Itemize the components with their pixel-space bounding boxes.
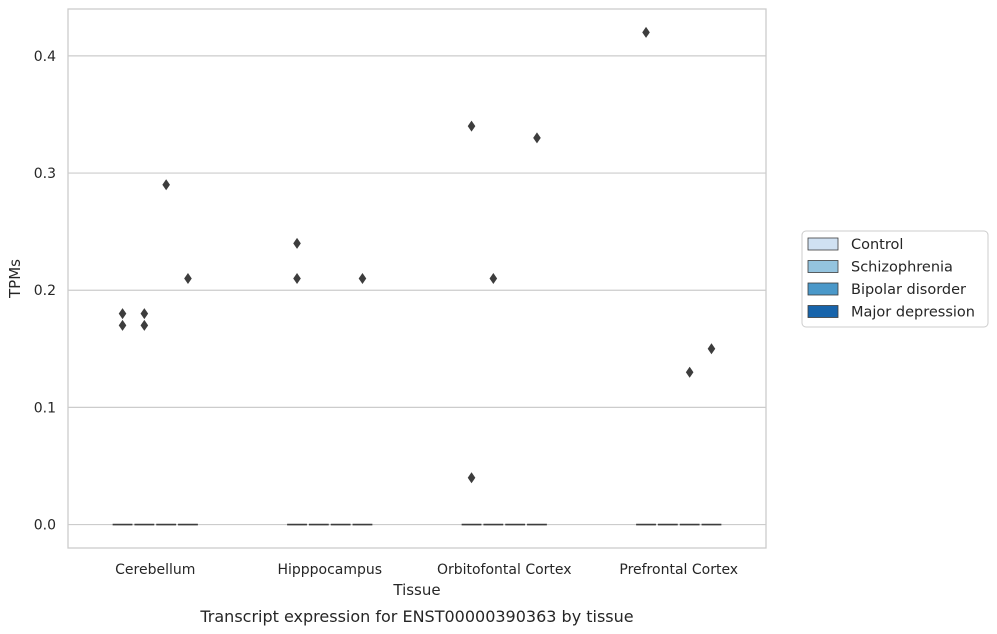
- outlier-point: [358, 273, 367, 284]
- legend-swatch: [807, 282, 839, 296]
- y-axis-ticks: 0.0 0.1 0.2 0.3 0.4: [34, 49, 56, 534]
- grid-lines: [68, 55, 766, 526]
- y-tick-label: 0.1: [34, 400, 56, 416]
- outlier-point: [140, 308, 149, 320]
- legend-swatch: [807, 260, 839, 273]
- outlier-point: [467, 120, 476, 132]
- outlier-point: [642, 26, 650, 38]
- outlier-point: [118, 319, 127, 331]
- outlier-point: [685, 366, 694, 378]
- outlier-point: [489, 273, 498, 284]
- x-tick-label: Orbitofontal Cortex: [437, 562, 572, 578]
- outlier-point: [293, 273, 301, 284]
- outlier-point: [293, 237, 301, 249]
- x-axis-label: Tissue: [392, 581, 440, 599]
- x-tick-label: Cerebellum: [115, 562, 195, 578]
- x-tick-label: Prefrontal Cortex: [619, 562, 738, 578]
- x-tick-label: Hipppocampus: [277, 562, 382, 578]
- outlier-point: [140, 319, 149, 331]
- chart-caption: Transcript expression for ENST0000039036…: [199, 607, 633, 626]
- legend-swatch: [807, 305, 839, 318]
- y-tick-label: 0.3: [34, 166, 56, 182]
- outliers: [118, 26, 716, 484]
- outlier-point: [707, 343, 716, 355]
- outlier-point: [184, 273, 192, 284]
- legend-label: Schizophrenia: [851, 260, 953, 276]
- y-tick-label: 0.0: [34, 518, 56, 534]
- plot-area-frame: [67, 8, 767, 549]
- outlier-point: [162, 179, 170, 191]
- legend-label: Major depression: [851, 305, 975, 321]
- y-tick-label: 0.2: [34, 283, 56, 299]
- outlier-point: [118, 308, 127, 320]
- legend-label: Control: [851, 237, 903, 253]
- legend-swatch: [807, 237, 839, 251]
- y-axis-label: TPMs: [6, 259, 24, 299]
- legend-frame: [801, 230, 989, 328]
- y-tick-label: 0.4: [34, 49, 56, 65]
- outlier-point: [467, 472, 476, 484]
- outlier-point: [533, 132, 541, 144]
- x-axis-ticks: Cerebellum Hipppocampus Orbitofontal Corte…: [115, 562, 738, 578]
- legend-label: Bipolar disorder: [851, 282, 966, 298]
- legend: Control Schizophrenia Bipolar disorder Majo…: [801, 230, 989, 328]
